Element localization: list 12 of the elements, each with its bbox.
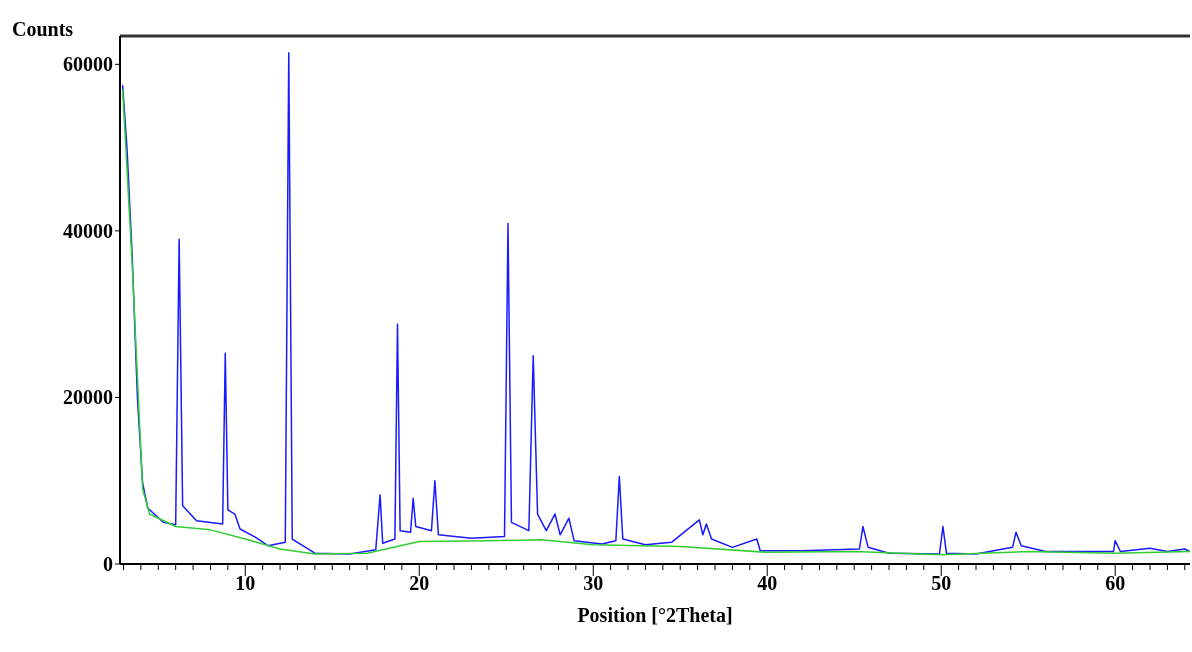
- y-tick-label: 20000: [63, 386, 113, 409]
- x-tick-label: 40: [757, 572, 778, 594]
- y-tick-label: 0: [103, 553, 113, 575]
- x-tick-label: 30: [583, 572, 604, 594]
- x-tick-label: 20: [409, 572, 430, 594]
- y-tick-label: 40000: [63, 219, 113, 242]
- y-tick-label: 60000: [63, 53, 113, 76]
- x-axis-title: Position [°2Theta]: [577, 604, 733, 626]
- x-tick-label: 60: [1105, 572, 1126, 594]
- y-axis-title: Counts: [12, 18, 74, 41]
- x-tick-label: 50: [931, 572, 952, 594]
- x-tick-label: 10: [235, 572, 256, 594]
